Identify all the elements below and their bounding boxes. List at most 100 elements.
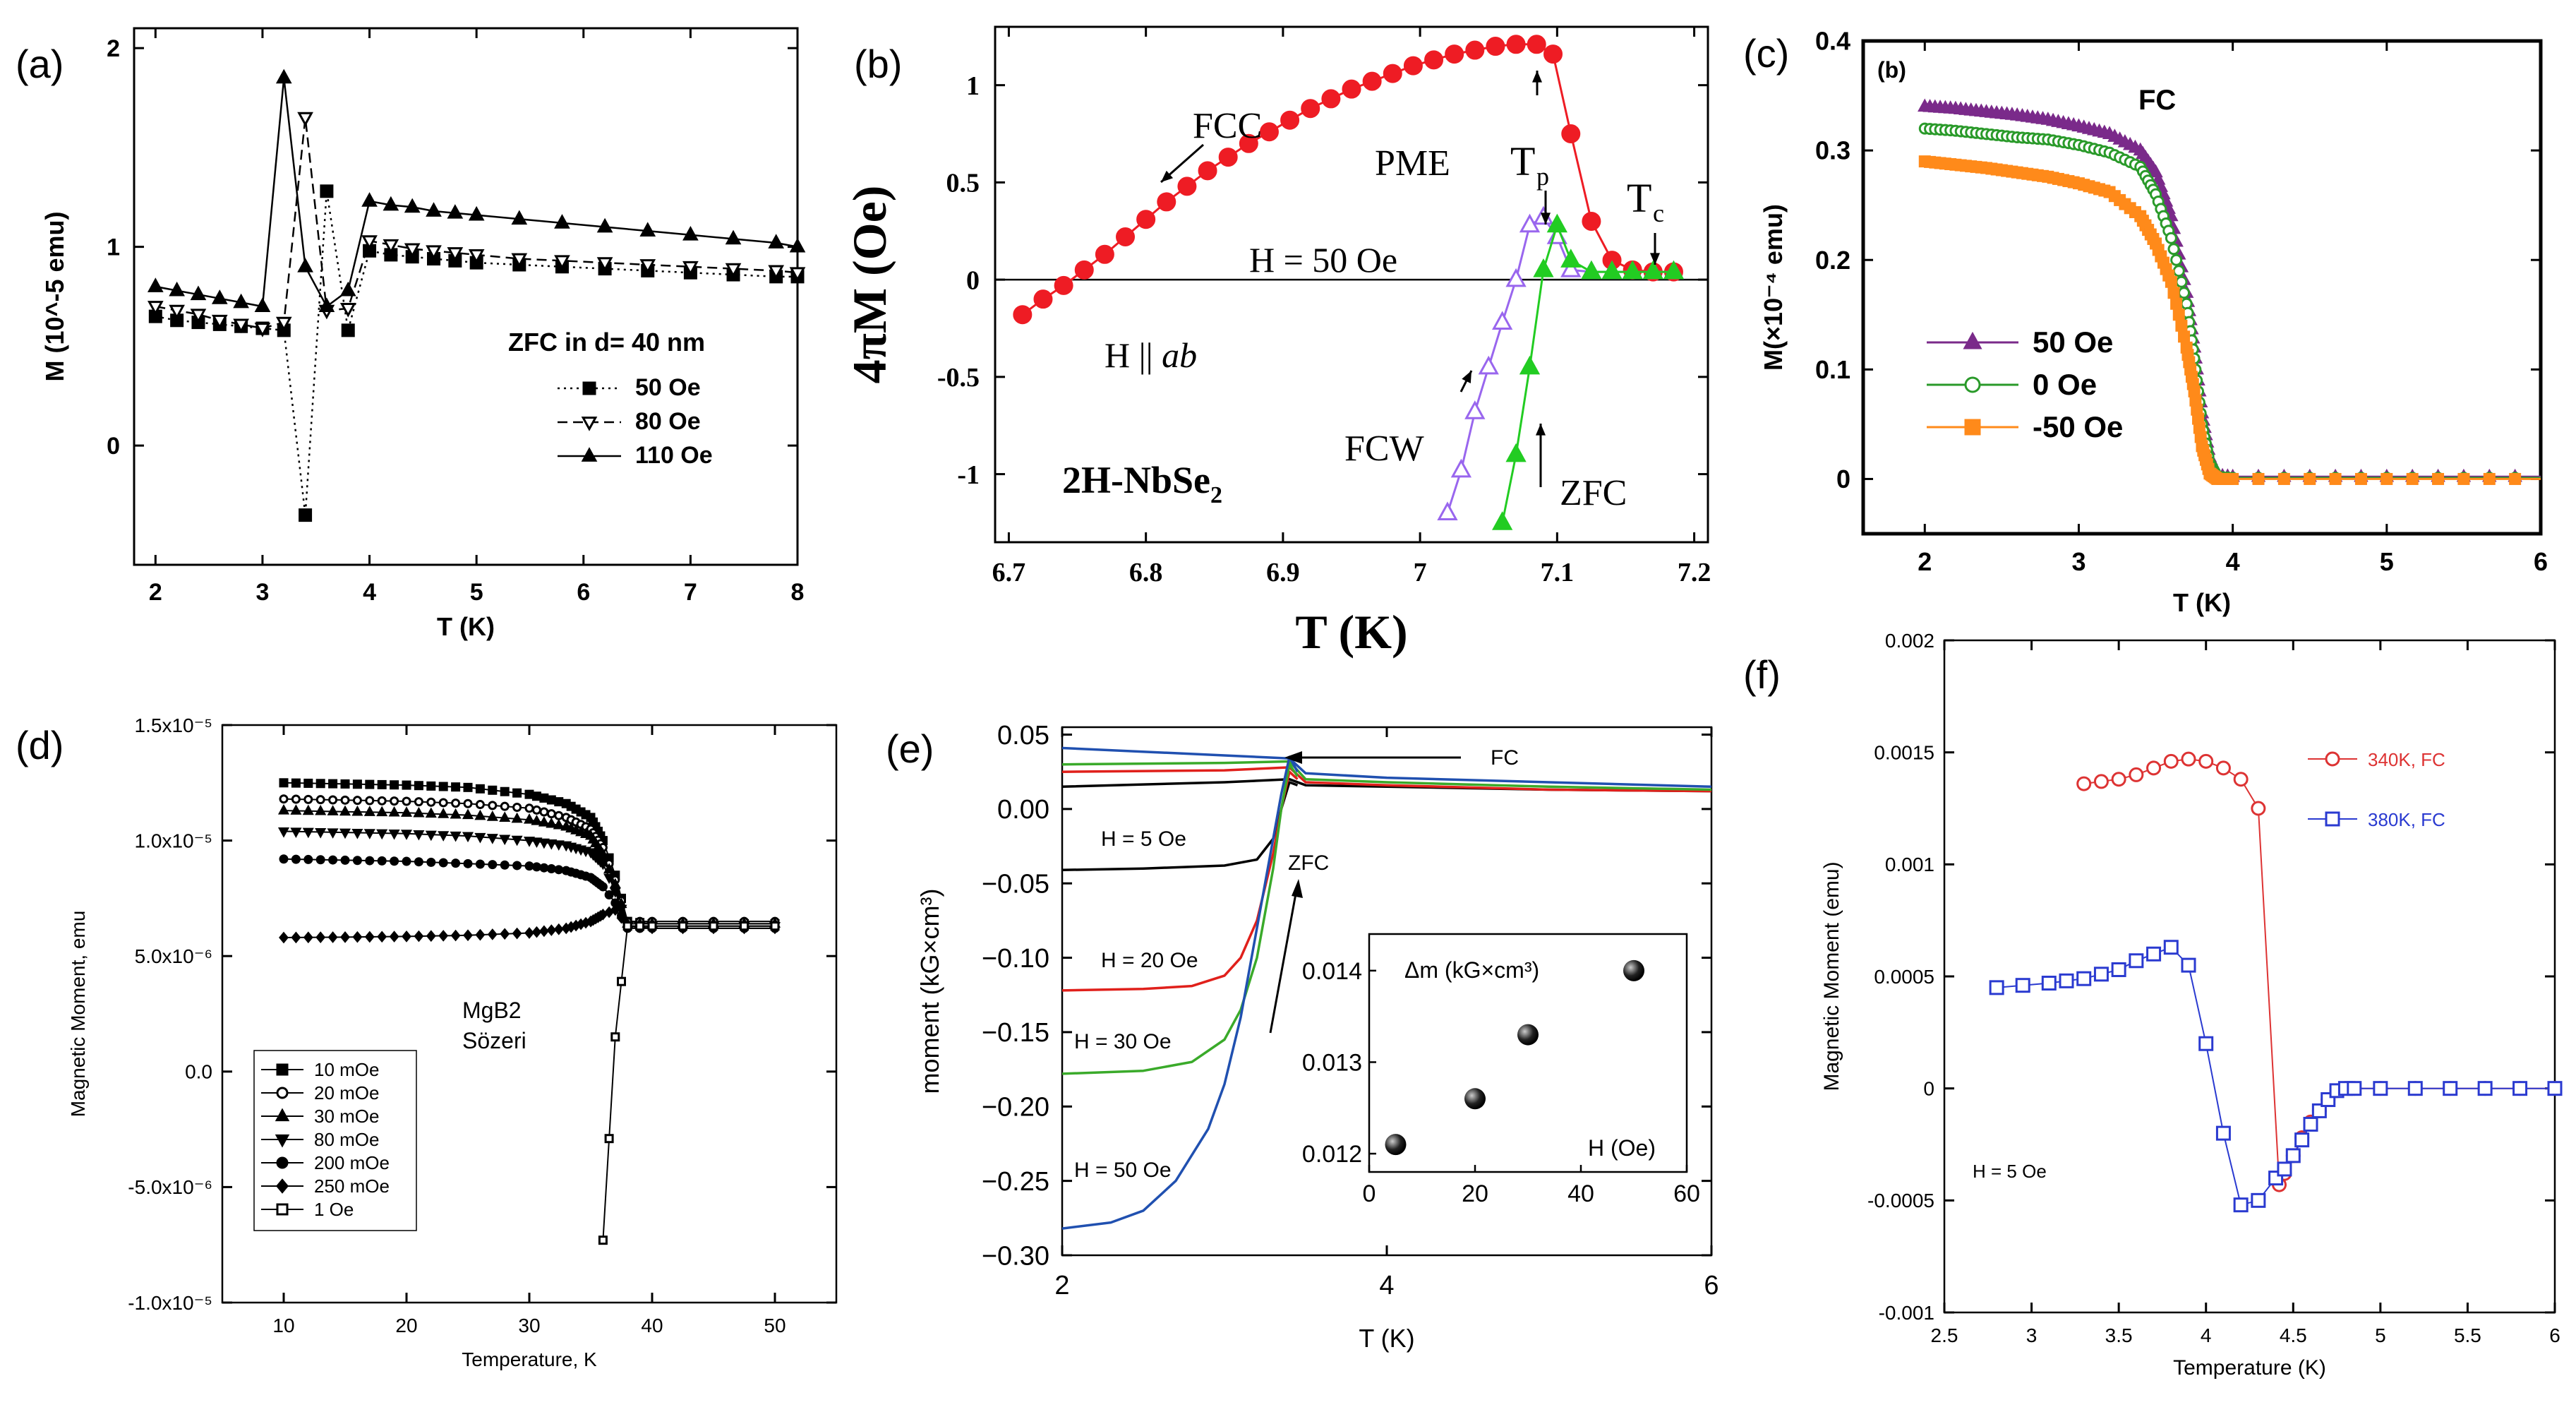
data-point (487, 928, 498, 940)
data-point (438, 808, 450, 818)
x-tick-label: 7.2 (1678, 558, 1711, 587)
arrow-head (1284, 751, 1302, 764)
inset-x-label: H (Oe) (1588, 1135, 1656, 1161)
y-axis-label: 4πM (Oe) (843, 186, 896, 384)
data-point (1450, 458, 1472, 478)
data-point (546, 924, 557, 936)
annotation-sample-sub: 2 (1210, 482, 1222, 508)
legend-label: 380K, FC (2368, 809, 2445, 830)
data-point (486, 834, 498, 844)
legend-label: 110 Oe (635, 442, 713, 469)
data-point (2406, 472, 2419, 485)
annotation-h5: H = 5 Oe (1101, 827, 1186, 851)
inset-x-tick-label: 60 (1673, 1180, 1700, 1207)
legend-label: 1 Oe (314, 1199, 354, 1220)
data-point (647, 921, 657, 931)
data-point (1403, 56, 1423, 76)
data-point (1506, 35, 1526, 54)
data-point (475, 928, 486, 941)
y-tick-label: 0 (1836, 465, 1850, 493)
data-point (400, 806, 413, 817)
data-point (682, 226, 699, 241)
data-point (1533, 258, 1554, 277)
x-tick-label: 2 (149, 579, 162, 606)
data-point (1527, 35, 1546, 54)
data-point (1989, 980, 2004, 995)
data-point (1116, 227, 1136, 247)
data-point (531, 862, 541, 872)
series-line (2083, 758, 2555, 1185)
data-point (297, 112, 313, 127)
data-point (451, 782, 461, 792)
data-point (147, 301, 164, 316)
inset-data-point (1385, 1134, 1407, 1156)
data-point (1074, 260, 1094, 280)
x-tick-label: 6 (1704, 1271, 1719, 1300)
data-point (400, 830, 413, 840)
data-point (554, 255, 570, 270)
inset-y-tick-label: 0.012 (1302, 1141, 1362, 1168)
data-point (438, 798, 448, 808)
data-point (291, 794, 301, 804)
arrow-head (1531, 71, 1543, 83)
legend-label: 0 Oe (2033, 368, 2097, 401)
y-tick-label: 0.001 (1885, 854, 1934, 875)
data-point (2509, 472, 2522, 485)
data-point (377, 856, 387, 866)
annotation-h30: H = 30 Oe (1074, 1030, 1172, 1053)
data-point (2175, 319, 2188, 332)
data-point (438, 930, 449, 942)
data-point (2181, 957, 2196, 973)
arrow-head (1161, 170, 1174, 182)
panel-label-c: (c) (1743, 31, 1789, 76)
data-point (770, 921, 780, 931)
data-point (512, 927, 522, 940)
data-point (376, 806, 388, 817)
data-point (474, 809, 486, 820)
data-point (1486, 37, 1505, 56)
data-point (303, 854, 313, 864)
y-tick-label: 0.002 (1885, 630, 1934, 652)
y-tick-label: 0.4 (1815, 27, 1850, 56)
data-point (291, 778, 301, 788)
y-tick-label: 1.0x10⁻⁵ (135, 830, 212, 851)
data-point (341, 323, 355, 337)
series-line (1925, 127, 2541, 479)
data-point (512, 802, 522, 812)
legend-label: 250 mOe (314, 1175, 390, 1197)
annotation-h20: H = 20 Oe (1101, 949, 1198, 972)
x-tick-label: 30 (518, 1315, 540, 1336)
data-point (511, 835, 523, 846)
data-point (2076, 971, 2092, 986)
data-point (2129, 767, 2144, 782)
data-point (2198, 1036, 2214, 1051)
data-point (596, 257, 613, 272)
data-point (302, 804, 314, 815)
inset-data-point (1464, 1088, 1486, 1110)
chart-panel-f: 2.5 3 3.5 4 4.5 5 5.5 6 -0.001 -0.0005 0 0.0005 0.00… (1820, 630, 2563, 1380)
data-point (365, 796, 375, 806)
plot-frame (994, 25, 1709, 544)
inset-y-tick-label: 0.014 (1302, 958, 1362, 985)
data-point (211, 289, 228, 304)
data-point (1560, 258, 1582, 277)
annotation-fcc: FCC (1193, 106, 1262, 146)
data-point (488, 801, 498, 810)
x-axis-label: T (K) (1295, 605, 1407, 659)
x-tick-label: 6.7 (992, 558, 1026, 587)
data-point (546, 817, 558, 828)
data-point (2170, 253, 2183, 266)
data-point (2163, 753, 2179, 769)
y-tick-label: −0.10 (982, 944, 1049, 974)
data-point (279, 854, 289, 864)
data-point (468, 205, 485, 221)
legend-swatch-marker (276, 1156, 289, 1169)
legend-swatch-marker (2325, 811, 2340, 827)
data-point (390, 796, 399, 806)
data-point (2178, 330, 2191, 343)
data-point (254, 323, 271, 337)
legend-swatch-marker (581, 417, 598, 431)
y-tick-label: 0.0005 (1874, 966, 1934, 988)
legend-swatch-marker (582, 381, 596, 395)
